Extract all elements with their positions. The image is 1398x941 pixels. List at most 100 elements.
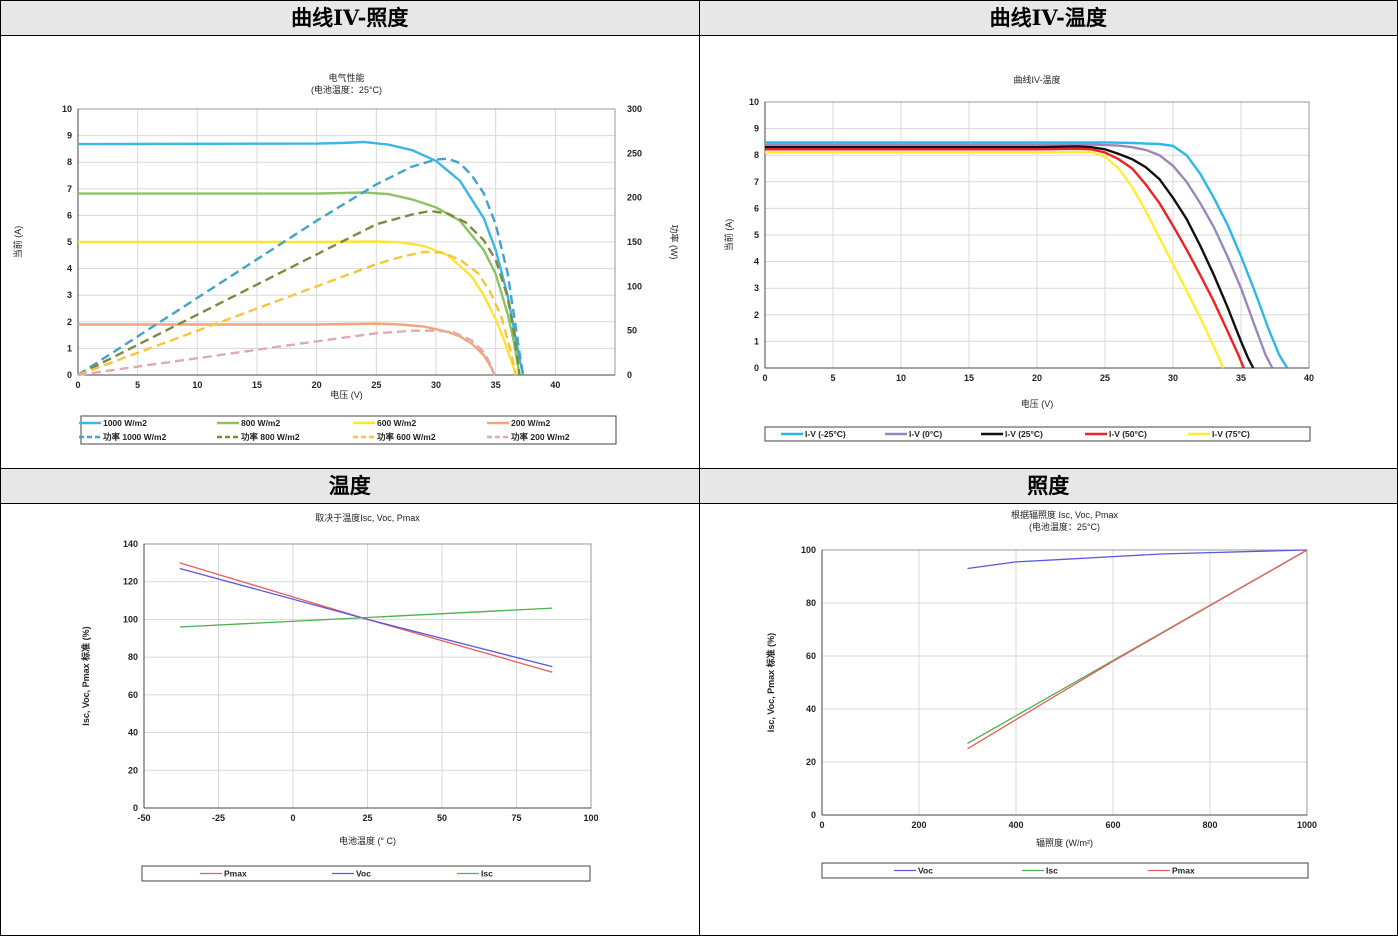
series-line (764, 147, 1245, 369)
x-axis-label: 辐照度 (W/m²) (1036, 837, 1093, 848)
y-tick-label: 3 (67, 290, 72, 300)
series-line (764, 141, 1288, 369)
x-tick-label: 75 (511, 813, 521, 823)
x-tick-label: 5 (135, 380, 140, 390)
legend-label: 功率 200 W/m2 (511, 432, 570, 442)
y-tick-label: 40 (805, 704, 815, 714)
x-tick-label: 25 (362, 813, 372, 823)
y-axis-label: 当前 (A) (723, 219, 734, 252)
y-tick-label: 60 (805, 651, 815, 661)
cell-chart-irradiance: 根据辐照度 Isc, Voc, Pmax (电池温度：25°C) 0 200 400 60… (698, 503, 1398, 936)
x-tick-label: 20 (312, 380, 322, 390)
x-tick-label: 15 (252, 380, 262, 390)
y-tick-label: 2 (753, 310, 758, 320)
series-line (764, 143, 1273, 369)
y-axis-label: Isc, Voc, Pmax 标准 (%) (80, 626, 91, 725)
y2-tick-label: 200 (627, 193, 642, 203)
chart-subtitle: (电池温度：25°C) (1028, 521, 1099, 532)
y-tick-label: 4 (67, 264, 72, 274)
cell-chart-iv-irradiance: 电气性能 (电池温度：25°C) 0 5 10 15 20 25 30 35 40 0 1 2 3 4 5 6 7 8… (0, 35, 700, 469)
y-tick-label: 1 (67, 343, 72, 353)
chart-title: 电气性能 (328, 72, 364, 83)
legend-label: 功率 800 W/m2 (241, 432, 300, 442)
x-tick-label: 800 (1202, 820, 1217, 830)
legend-box (141, 865, 591, 882)
y-tick-label: 9 (753, 124, 758, 134)
x-tick-label: 0 (290, 813, 295, 823)
plot-area-frame (821, 549, 1307, 816)
y-tick-label: 20 (128, 765, 138, 775)
x-tick-label: 30 (1167, 373, 1177, 383)
y-tick-label: 0 (67, 370, 72, 380)
series-line (77, 157, 525, 377)
legend-label: I-V (25°C) (1005, 429, 1043, 439)
legend-label: Isc (1046, 866, 1058, 876)
legend-label: I-V (-25°C) (805, 429, 846, 439)
y2-axis-label: 功率 (W) (669, 225, 680, 260)
x-tick-label: 30 (431, 380, 441, 390)
series-line (77, 209, 521, 377)
series-line (966, 549, 1307, 570)
header-bottom-right: 照度 (698, 468, 1398, 504)
x-tick-label: 200 (911, 820, 926, 830)
y-tick-label: 5 (67, 237, 72, 247)
legend-label: Voc (918, 866, 933, 876)
y2-tick-label: 50 (627, 326, 637, 336)
legend-label: I-V (0°C) (909, 429, 942, 439)
y2-tick-label: 0 (627, 370, 632, 380)
x-tick-label: 35 (1235, 373, 1245, 383)
y-tick-label: 80 (805, 598, 815, 608)
y-tick-label: 0 (133, 803, 138, 813)
x-tick-label: 25 (371, 380, 381, 390)
legend-label: 600 W/m2 (377, 418, 416, 428)
legend-box (821, 862, 1308, 879)
x-axis-label: 电池温度 (° C) (339, 835, 396, 846)
legend-label: 800 W/m2 (241, 418, 280, 428)
y-tick-label: 10 (62, 104, 72, 114)
y-tick-label: 40 (128, 728, 138, 738)
x-tick-label: -25 (212, 813, 225, 823)
y-tick-label: 3 (753, 283, 758, 293)
x-axis-label: 电压 (V) (1020, 398, 1053, 409)
x-tick-label: 50 (437, 813, 447, 823)
legend-label: Isc (481, 869, 493, 879)
legend-label: 1000 W/m2 (103, 418, 147, 428)
y-tick-label: 2 (67, 317, 72, 327)
x-tick-label: 400 (1008, 820, 1023, 830)
series-line (78, 191, 521, 376)
legend-label: Pmax (1172, 866, 1195, 876)
header-top-left: 曲线IV-照度 (0, 0, 700, 36)
x-tick-label: 10 (192, 380, 202, 390)
x-tick-label: 1000 (1296, 820, 1316, 830)
legend-label: I-V (75°C) (1212, 429, 1250, 439)
x-tick-label: 20 (1031, 373, 1041, 383)
x-tick-label: 0 (819, 820, 824, 830)
y-tick-label: 120 (123, 577, 138, 587)
y-tick-label: 8 (67, 157, 72, 167)
cell-chart-temperature: 取决于温度Isc, Voc, Pmax -50 -25 0 25 50 75 100 0 20 40… (0, 503, 700, 936)
y2-tick-label: 150 (627, 237, 642, 247)
y2-tick-label: 250 (627, 148, 642, 158)
x-tick-label: 25 (1099, 373, 1109, 383)
cell-chart-iv-temperature: 曲线IV-温度 0 5 10 15 20 25 30 35 40 0 1 2 3 4 5 6 7 8 9 10 电压 (V… (698, 35, 1398, 469)
y-tick-label: 8 (753, 150, 758, 160)
legend-label: 功率 600 W/m2 (377, 432, 436, 442)
y-tick-label: 100 (800, 545, 815, 555)
y-tick-label: 7 (67, 184, 72, 194)
legend-label: Pmax (224, 869, 247, 879)
series-line (179, 567, 553, 668)
x-tick-label: 600 (1105, 820, 1120, 830)
y-tick-label: 20 (805, 757, 815, 767)
y-tick-label: 5 (753, 230, 758, 240)
x-tick-label: 15 (963, 373, 973, 383)
x-tick-label: 10 (895, 373, 905, 383)
x-tick-label: 5 (830, 373, 835, 383)
y-tick-label: 1 (753, 336, 758, 346)
legend-label: Voc (356, 869, 371, 879)
chart-irradiance-dependence: 根据辐照度 Isc, Voc, Pmax(电池温度：25°C)0 200 400 60… (765, 509, 1317, 879)
chart-temperature-dependence: 取决于温度Isc, Voc, Pmax -50 -25 0 25 50 75 100 0 20 40… (80, 512, 599, 882)
x-tick-label: 35 (491, 380, 501, 390)
header-bottom-left: 温度 (0, 468, 700, 504)
series-line (764, 150, 1224, 369)
legend-label: 功率 1000 W/m2 (103, 432, 167, 442)
